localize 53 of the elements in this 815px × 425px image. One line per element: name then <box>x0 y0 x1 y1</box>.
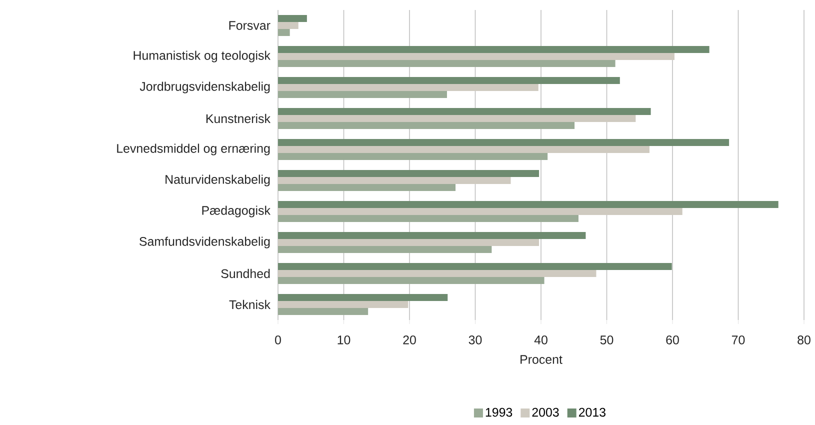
bar <box>278 146 650 154</box>
bar <box>278 77 620 84</box>
bar <box>278 270 596 278</box>
bar <box>278 91 447 98</box>
bar <box>278 53 674 60</box>
bar <box>278 46 710 54</box>
legend-label: 1993 <box>486 408 512 417</box>
x-tick-label: 60 <box>666 336 679 344</box>
bar <box>278 108 651 116</box>
legend-label: 2013 <box>578 408 606 417</box>
x-tick-label: 40 <box>534 336 548 344</box>
y-tick-label: Naturvidenskabelig <box>166 174 270 186</box>
bar <box>278 177 511 184</box>
y-tick-label: Humanistisk og teologisk <box>134 50 270 62</box>
bar <box>278 60 616 68</box>
bar <box>278 184 456 192</box>
bar <box>278 115 636 122</box>
x-tick-label: 50 <box>600 336 614 344</box>
x-tick-label: 20 <box>403 336 416 344</box>
x-tick-label: 70 <box>732 336 745 344</box>
y-tick-label: Kunstnerisk <box>206 114 270 124</box>
bar <box>278 246 492 254</box>
bar <box>278 277 544 284</box>
x-tick-label: 80 <box>798 336 810 344</box>
y-tick-label: Samfundsvidenskabelig <box>140 236 270 248</box>
bar <box>278 263 672 270</box>
bar <box>278 122 575 130</box>
bar <box>278 308 368 316</box>
bar <box>278 294 448 302</box>
y-tick-label: Levnedsmiddel og ernæring <box>117 144 270 156</box>
bar <box>278 84 538 92</box>
bar <box>278 232 586 240</box>
bar <box>278 239 540 246</box>
bar <box>278 153 548 160</box>
bar <box>278 301 408 308</box>
x-axis-title: Procent <box>520 355 562 364</box>
x-tick-label: 10 <box>338 336 350 344</box>
y-tick-label: Sundhed <box>221 268 270 278</box>
bar <box>278 201 778 208</box>
x-tick-label: 0 <box>275 336 281 344</box>
y-tick-label: Teknisk <box>229 300 271 310</box>
y-tick-label: Jordbrugsvidenskabelig <box>140 82 270 94</box>
bar <box>278 15 307 22</box>
x-tick-label: 30 <box>468 336 482 344</box>
y-tick-label: Forsvar <box>229 21 270 30</box>
bar <box>278 170 540 178</box>
legend-label: 2003 <box>532 408 559 417</box>
bar <box>278 29 290 36</box>
bar <box>278 22 298 30</box>
bar <box>278 215 578 222</box>
y-tick-label: Pædagogisk <box>202 206 270 218</box>
bar <box>278 208 682 216</box>
bar <box>278 139 730 146</box>
